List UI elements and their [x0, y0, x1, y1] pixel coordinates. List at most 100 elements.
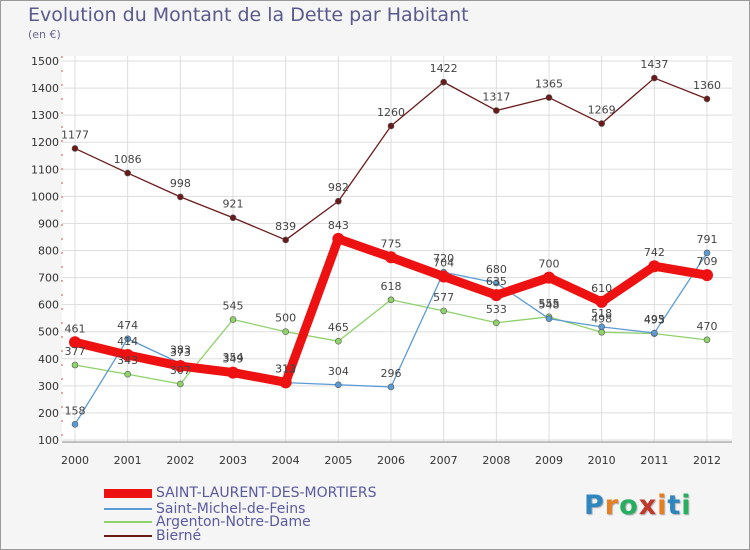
data-label: 313 [275, 362, 296, 375]
data-label: 921 [223, 198, 244, 211]
data-point [174, 360, 187, 373]
data-point [648, 260, 661, 273]
data-point [124, 169, 131, 177]
x-tick-label: 2000 [61, 454, 89, 467]
data-label: 304 [328, 365, 349, 378]
data-point [493, 279, 500, 287]
data-point [595, 295, 608, 308]
y-tick-label: 1300 [31, 109, 59, 122]
data-label: 1086 [114, 153, 142, 166]
data-point [598, 328, 605, 336]
data-point [490, 289, 503, 302]
legend-item-saint-michel: Saint-Michel-de-Feins [104, 502, 305, 516]
data-point [177, 380, 184, 388]
data-label: 414 [117, 335, 138, 348]
data-point [335, 337, 342, 345]
data-label: 1317 [482, 91, 510, 104]
data-label: 377 [65, 345, 86, 358]
data-label: 533 [486, 303, 507, 316]
y-tick-label: 800 [38, 245, 59, 258]
data-point [437, 270, 450, 283]
data-point [177, 193, 184, 201]
x-tick-label: 2012 [693, 454, 721, 467]
data-label: 555 [539, 297, 560, 310]
data-label: 312 [275, 363, 296, 376]
y-tick-label: 1400 [31, 82, 59, 95]
y-tick-label: 100 [38, 434, 59, 447]
data-point [440, 307, 447, 315]
data-label: 610 [591, 282, 612, 295]
legend-swatch [104, 535, 152, 537]
data-point [121, 348, 134, 361]
x-tick-label: 2005 [324, 454, 352, 467]
legend-item-argenton: Argenton-Notre-Dame [104, 515, 311, 529]
x-tick-label: 2002 [166, 454, 194, 467]
legend-label: Argenton-Notre-Dame [156, 514, 311, 530]
x-tick-label: 2011 [640, 454, 668, 467]
data-label: 720 [433, 252, 454, 265]
y-tick-label: 900 [38, 217, 59, 230]
data-point [124, 335, 131, 343]
data-label: 158 [65, 404, 86, 417]
data-label: 843 [328, 219, 349, 232]
x-tick-label: 2007 [430, 454, 458, 467]
y-tick-label: 1500 [31, 55, 59, 68]
data-point [71, 145, 79, 152]
data-label: 577 [433, 291, 454, 304]
data-label: 1365 [535, 78, 563, 91]
data-point [545, 315, 553, 323]
data-point [385, 251, 397, 264]
y-tick-label: 1000 [31, 190, 59, 203]
data-label: 307 [170, 364, 191, 377]
data-label: 349 [223, 353, 244, 366]
data-label: 470 [697, 320, 718, 333]
data-label: 680 [486, 263, 507, 276]
data-point [440, 78, 447, 86]
data-point [387, 383, 395, 391]
x-tick-label: 2006 [377, 454, 405, 467]
data-point [598, 323, 605, 331]
data-point [493, 319, 500, 327]
legend-label: Saint-Michel-de-Feins [156, 501, 306, 517]
data-label: 1269 [588, 104, 616, 117]
data-point [703, 336, 711, 344]
data-point [71, 420, 79, 428]
x-tick-label: 2004 [272, 454, 300, 467]
data-label: 1437 [640, 58, 668, 71]
y-tick-label: 1200 [31, 136, 59, 149]
data-label: 700 [539, 258, 560, 271]
legend-item-saint-laurent: SAINT-LAURENT-DES-MORTIERS [104, 486, 376, 500]
y-tick-label: 700 [38, 272, 59, 285]
y-tick-label: 500 [38, 326, 59, 339]
data-point [651, 74, 658, 82]
data-label: 1177 [61, 128, 89, 141]
data-label: 635 [486, 275, 507, 288]
data-point [124, 370, 131, 378]
data-label: 618 [381, 280, 402, 293]
y-tick-label: 300 [38, 380, 59, 393]
data-label: 343 [117, 354, 138, 367]
data-point [282, 236, 289, 244]
data-label: 775 [381, 237, 402, 250]
data-label: 518 [591, 307, 612, 320]
data-label: 493 [644, 314, 665, 327]
legend-label: SAINT-LAURENT-DES-MORTIERS [156, 485, 377, 501]
data-label: 742 [644, 246, 665, 259]
data-point [69, 336, 81, 349]
x-tick-label: 2009 [535, 454, 563, 467]
chart-unit-label: (en €) [28, 28, 61, 41]
data-label: 791 [697, 233, 718, 246]
data-point [598, 120, 605, 127]
data-label: 495 [644, 313, 665, 326]
data-label: 839 [275, 220, 296, 233]
x-tick-label: 2010 [588, 454, 616, 467]
legend-label: Bierné [156, 528, 202, 544]
data-point [229, 316, 237, 323]
data-point [387, 122, 395, 130]
data-point [279, 376, 292, 389]
data-point [282, 328, 289, 336]
data-point [703, 249, 711, 257]
data-label: 1360 [693, 79, 721, 92]
data-label: 500 [275, 312, 296, 325]
data-label: 465 [328, 321, 349, 334]
